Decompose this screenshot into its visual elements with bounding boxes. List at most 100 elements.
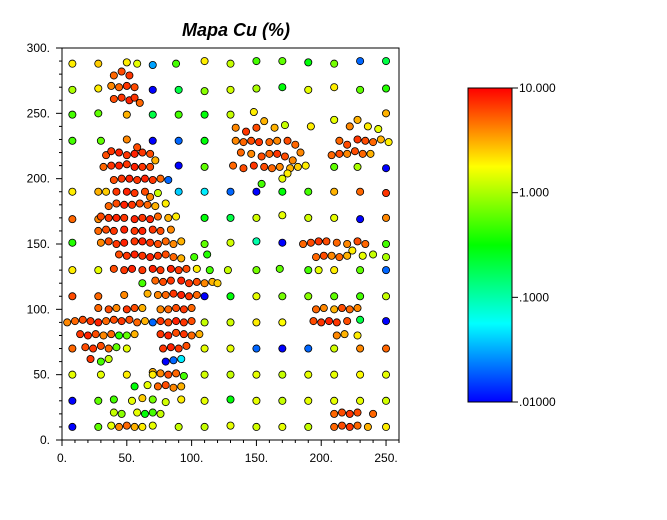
data-point	[363, 422, 372, 431]
data-point	[382, 317, 391, 326]
data-point	[257, 179, 266, 188]
data-point	[140, 317, 149, 326]
y-tick-label: 250.	[27, 106, 50, 120]
data-point	[96, 136, 105, 145]
data-point	[122, 58, 131, 67]
y-tick-label: 300.	[27, 41, 50, 55]
data-point	[148, 421, 157, 430]
data-point	[130, 250, 139, 259]
data-point	[200, 187, 209, 196]
data-point	[104, 202, 113, 211]
data-point	[146, 162, 155, 171]
data-point	[314, 266, 323, 275]
data-point	[200, 57, 209, 66]
x-axis: 0. 50. 100. 150. 200. 250.	[57, 440, 400, 465]
data-point	[343, 317, 352, 326]
data-point	[185, 292, 194, 301]
data-point	[356, 315, 365, 324]
data-point	[122, 370, 131, 379]
data-point	[330, 292, 339, 301]
data-point	[239, 164, 248, 173]
data-point	[288, 156, 297, 165]
data-point	[382, 57, 391, 66]
data-point	[304, 396, 313, 405]
colorbar-label: 1.000	[519, 186, 549, 200]
data-point	[169, 253, 178, 262]
data-point	[177, 395, 186, 404]
data-point	[148, 408, 157, 417]
data-point	[94, 266, 103, 275]
data-point	[138, 422, 147, 431]
data-point	[306, 122, 315, 131]
data-point	[229, 161, 238, 170]
data-point	[330, 59, 339, 68]
data-point	[156, 330, 165, 339]
data-point	[107, 330, 116, 339]
data-point	[115, 161, 124, 170]
data-point	[337, 408, 346, 417]
data-point	[115, 331, 124, 340]
data-point	[115, 83, 124, 92]
data-point	[156, 369, 165, 378]
data-point	[109, 71, 118, 80]
data-point	[96, 370, 105, 379]
data-point	[138, 237, 147, 246]
data-point	[226, 59, 235, 68]
data-point	[125, 315, 134, 324]
data-point	[174, 266, 183, 275]
data-point	[185, 279, 194, 288]
data-point	[135, 199, 144, 208]
data-point	[156, 226, 165, 235]
data-point	[265, 138, 274, 147]
data-point	[96, 357, 105, 366]
colorbar-labels: 10.000 1.000 .1000 .01000	[512, 81, 556, 409]
data-point	[109, 395, 118, 404]
data-point	[356, 396, 365, 405]
data-point	[164, 213, 173, 222]
data-point	[68, 292, 77, 301]
data-point	[242, 127, 251, 136]
data-point	[200, 344, 209, 353]
data-point	[304, 344, 313, 353]
data-point	[200, 87, 209, 96]
data-point	[104, 237, 113, 246]
data-point	[130, 422, 139, 431]
data-point	[138, 251, 147, 260]
data-point	[127, 200, 136, 209]
data-point	[140, 174, 149, 183]
data-point	[382, 253, 391, 262]
data-point	[122, 187, 131, 196]
data-point	[63, 318, 72, 327]
data-point	[231, 123, 240, 132]
data-point	[304, 370, 313, 379]
data-point	[247, 149, 256, 158]
data-point	[122, 151, 131, 160]
data-point	[343, 149, 352, 158]
data-point	[280, 121, 289, 130]
data-point	[68, 59, 77, 68]
data-point	[358, 251, 367, 260]
data-point	[94, 318, 103, 327]
data-point	[99, 331, 108, 340]
data-point	[133, 318, 142, 327]
data-point	[166, 343, 175, 352]
data-point	[275, 162, 284, 171]
data-point	[120, 225, 129, 234]
data-point	[353, 237, 362, 246]
x-tick-label: 0.	[57, 451, 67, 465]
data-point	[122, 305, 131, 314]
data-point	[278, 370, 287, 379]
data-point	[278, 57, 287, 66]
data-point	[382, 266, 391, 275]
data-point	[122, 110, 131, 119]
chart-title: Mapa Cu (%)	[182, 20, 290, 40]
data-point	[174, 85, 183, 94]
data-point	[252, 123, 261, 132]
data-point	[249, 161, 258, 170]
data-point	[345, 422, 354, 431]
data-point	[306, 238, 315, 247]
data-point	[125, 174, 134, 183]
data-point	[353, 115, 362, 124]
data-point	[166, 264, 175, 273]
data-point	[148, 395, 157, 404]
